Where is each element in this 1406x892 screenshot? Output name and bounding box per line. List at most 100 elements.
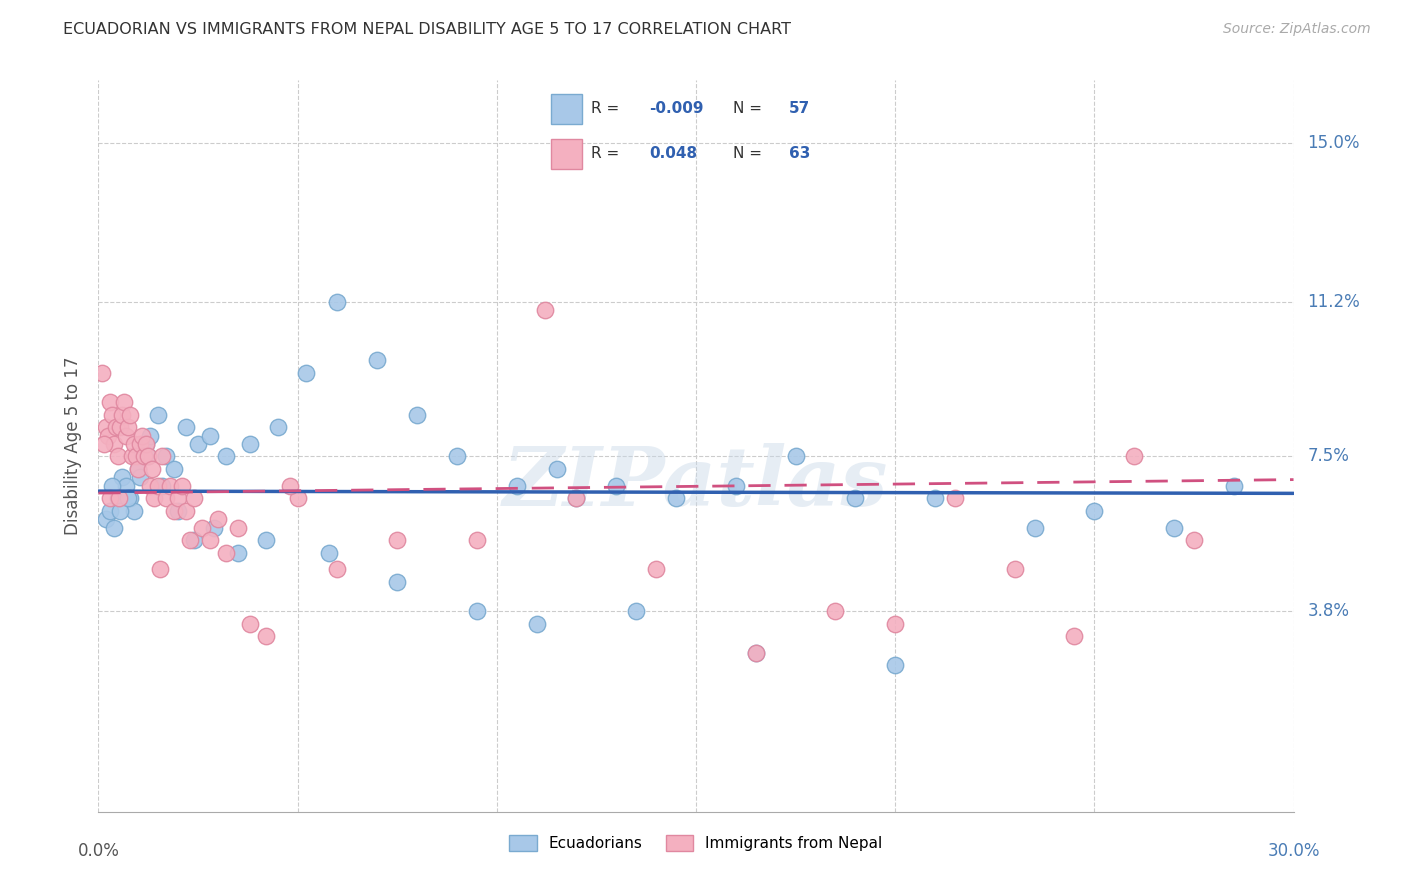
Point — [326, 294, 349, 309]
Point — [135, 437, 157, 451]
Point — [131, 450, 153, 464]
Point — [254, 533, 277, 547]
Point — [626, 604, 648, 618]
Point — [533, 303, 555, 318]
Point — [665, 491, 688, 506]
Point — [149, 562, 172, 576]
Point — [1083, 504, 1105, 518]
Point — [112, 395, 135, 409]
Point — [745, 646, 768, 660]
Point — [326, 562, 349, 576]
Text: 63: 63 — [789, 145, 810, 161]
Point — [366, 353, 388, 368]
Point — [141, 462, 163, 476]
Point — [1182, 533, 1205, 547]
Point — [318, 545, 340, 559]
Point — [506, 479, 529, 493]
Point — [163, 462, 186, 476]
Point — [183, 533, 205, 547]
Legend: Ecuadorians, Immigrants from Nepal: Ecuadorians, Immigrants from Nepal — [502, 828, 890, 859]
Text: 3.8%: 3.8% — [1308, 602, 1350, 620]
Point — [139, 428, 162, 442]
Point — [107, 491, 129, 506]
Point — [115, 428, 138, 442]
Point — [150, 479, 173, 493]
Point — [605, 479, 627, 493]
Point — [136, 450, 159, 464]
Point — [446, 450, 468, 464]
Point — [254, 629, 277, 643]
Point — [111, 408, 134, 422]
Point — [155, 491, 177, 506]
Point — [198, 428, 221, 442]
Point — [226, 545, 249, 559]
Text: 0.048: 0.048 — [650, 145, 697, 161]
Point — [526, 616, 548, 631]
Point — [127, 462, 149, 476]
Point — [884, 616, 907, 631]
Point — [1063, 629, 1085, 643]
Point — [167, 491, 190, 506]
Point — [179, 533, 201, 547]
Point — [465, 533, 488, 547]
Point — [645, 562, 668, 576]
Point — [174, 504, 197, 518]
Point — [924, 491, 946, 506]
Point — [131, 428, 153, 442]
Bar — [551, 139, 582, 169]
Point — [785, 450, 807, 464]
Point — [943, 491, 966, 506]
Point — [278, 479, 301, 493]
Point — [91, 366, 114, 380]
Point — [172, 479, 194, 493]
Text: R =: R = — [591, 145, 624, 161]
Point — [406, 408, 429, 422]
Point — [110, 420, 132, 434]
Y-axis label: Disability Age 5 to 17: Disability Age 5 to 17 — [65, 357, 83, 535]
Point — [239, 616, 262, 631]
Point — [163, 504, 186, 518]
Point — [124, 504, 146, 518]
Point — [385, 533, 409, 547]
Point — [93, 437, 115, 451]
Point — [136, 450, 159, 464]
Point — [198, 533, 221, 547]
Text: Source: ZipAtlas.com: Source: ZipAtlas.com — [1223, 22, 1371, 37]
Point — [167, 504, 190, 518]
Point — [111, 470, 134, 484]
Point — [134, 450, 156, 464]
Point — [1223, 479, 1246, 493]
Point — [207, 512, 229, 526]
Point — [187, 437, 209, 451]
Point — [121, 450, 143, 464]
Point — [135, 437, 157, 451]
Text: 11.2%: 11.2% — [1308, 293, 1360, 310]
Text: N =: N = — [733, 145, 766, 161]
Point — [115, 479, 138, 493]
Point — [724, 479, 747, 493]
Point — [239, 437, 262, 451]
Point — [183, 491, 205, 506]
Point — [129, 470, 152, 484]
Point — [129, 437, 152, 451]
Text: 7.5%: 7.5% — [1308, 448, 1350, 466]
Point — [565, 491, 588, 506]
Point — [101, 408, 124, 422]
Point — [287, 491, 309, 506]
Point — [150, 450, 173, 464]
Point — [202, 520, 225, 534]
Point — [565, 491, 588, 506]
Point — [174, 420, 197, 434]
Point — [1123, 450, 1146, 464]
Point — [125, 450, 148, 464]
Text: N =: N = — [733, 101, 766, 116]
Text: 15.0%: 15.0% — [1308, 134, 1360, 152]
Point — [159, 479, 181, 493]
Point — [96, 512, 118, 526]
Point — [107, 450, 129, 464]
Text: 0.0%: 0.0% — [77, 842, 120, 860]
Point — [148, 408, 170, 422]
Point — [824, 604, 846, 618]
Point — [226, 520, 249, 534]
Point — [191, 520, 214, 534]
